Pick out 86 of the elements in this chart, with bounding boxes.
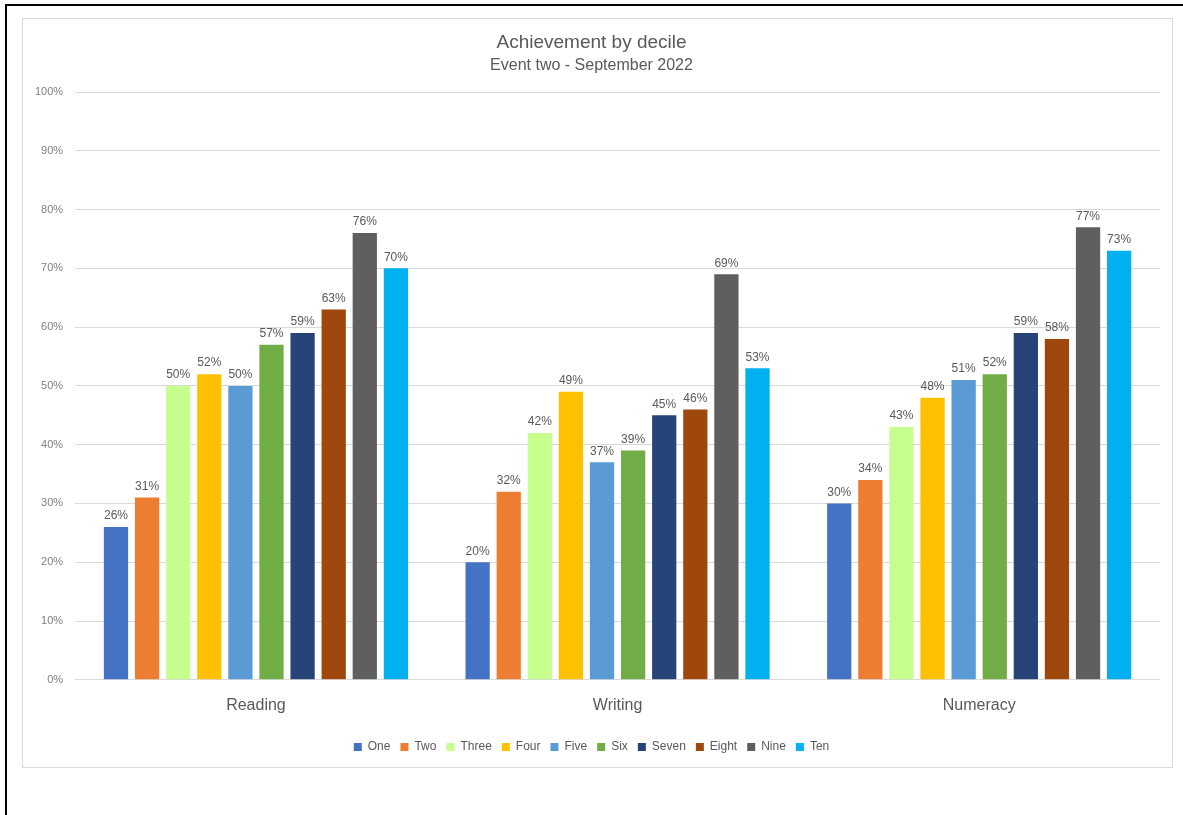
data-label: 52%	[197, 355, 222, 370]
bar	[589, 462, 615, 680]
y-tick-label: 60%	[41, 320, 64, 333]
legend-label: Three	[460, 739, 493, 754]
data-label: 69%	[714, 255, 739, 270]
bar	[920, 397, 945, 680]
bar	[166, 385, 191, 680]
data-label: 59%	[1013, 314, 1039, 329]
y-tick-label: 100%	[34, 85, 64, 98]
chart-title: Achievement by decile	[496, 30, 687, 52]
y-tick-label: 10%	[41, 614, 64, 627]
x-tick-label: Numeracy	[942, 695, 1016, 713]
x-tick-label: Writing	[592, 695, 643, 713]
bar	[352, 233, 377, 680]
bar	[527, 432, 552, 680]
bar	[951, 380, 976, 680]
bar	[745, 368, 770, 680]
data-label: 42%	[527, 414, 553, 429]
data-label: 34%	[858, 461, 883, 476]
bar	[889, 427, 914, 680]
y-tick-label: 50%	[41, 378, 64, 391]
bar	[383, 268, 409, 680]
data-label: 49%	[558, 373, 584, 388]
data-label: 31%	[135, 478, 160, 493]
y-tick-label: 90%	[41, 143, 64, 156]
bar	[496, 491, 521, 680]
bar	[1013, 333, 1038, 680]
data-label: 45%	[652, 396, 677, 411]
data-label: 50%	[166, 367, 191, 382]
data-label: 73%	[1107, 232, 1132, 247]
bar	[259, 344, 284, 680]
legend-label: One	[367, 739, 391, 754]
bar	[1075, 227, 1101, 680]
data-label: 70%	[383, 249, 409, 264]
bar	[103, 526, 129, 680]
bar	[228, 385, 253, 680]
bar	[134, 497, 160, 680]
data-label: 52%	[982, 355, 1008, 370]
legend-label: Ten	[809, 739, 830, 754]
bar	[1044, 338, 1070, 680]
bar	[1107, 250, 1132, 680]
y-tick-label: 80%	[41, 202, 64, 215]
y-tick-label: 30%	[41, 496, 64, 509]
legend-label: Nine	[761, 739, 787, 754]
data-label: 30%	[827, 484, 852, 499]
data-label: 48%	[920, 378, 945, 393]
data-label: 51%	[951, 361, 976, 376]
data-label: 50%	[228, 367, 253, 382]
legend-label: Six	[611, 739, 628, 754]
x-tick-label: Reading	[226, 695, 286, 713]
y-tick-label: 40%	[41, 437, 64, 450]
data-label: 63%	[321, 290, 347, 305]
data-label: 20%	[465, 543, 490, 558]
y-tick-label: 0%	[47, 672, 64, 685]
bar	[321, 309, 346, 680]
legend-label: Seven	[651, 739, 686, 754]
data-label: 39%	[621, 431, 646, 446]
data-label: 32%	[496, 473, 522, 488]
data-label: 46%	[683, 390, 708, 405]
bar	[714, 274, 739, 680]
legend-label: Four	[515, 739, 541, 754]
data-label: 58%	[1044, 320, 1070, 335]
data-label: 37%	[590, 443, 615, 458]
chart-subtitle: Event two - September 2022	[490, 55, 693, 73]
bar	[652, 415, 677, 680]
data-label: 57%	[259, 326, 284, 341]
bar	[290, 333, 315, 680]
bar	[683, 409, 708, 680]
y-tick-label: 20%	[41, 555, 64, 568]
data-label: 53%	[745, 349, 770, 364]
legend-label: Eight	[709, 739, 738, 754]
data-label: 76%	[352, 214, 378, 229]
data-label: 43%	[889, 408, 914, 423]
bar	[982, 374, 1007, 680]
bar	[465, 562, 490, 680]
bar	[858, 479, 883, 680]
y-tick-label: 70%	[41, 261, 64, 274]
legend-label: Two	[414, 739, 437, 754]
data-label: 26%	[103, 508, 129, 523]
bar	[558, 391, 584, 680]
bar	[197, 374, 222, 680]
data-label: 77%	[1076, 208, 1101, 223]
bar	[620, 450, 646, 680]
legend-label: Five	[564, 739, 588, 754]
data-label: 59%	[290, 314, 315, 329]
bar	[827, 503, 852, 680]
